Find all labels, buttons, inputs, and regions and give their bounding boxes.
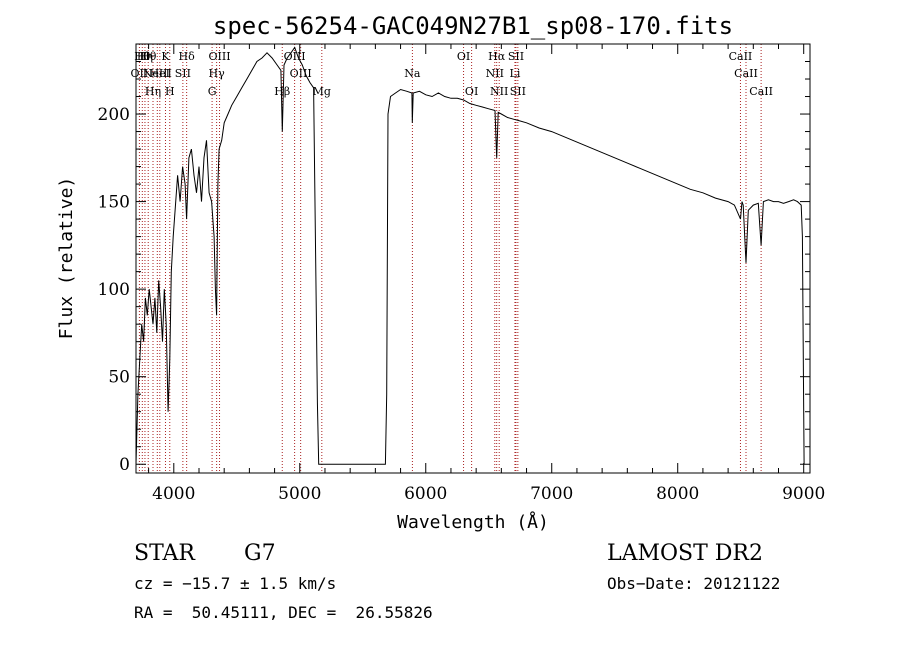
x-tick-label: 8000 — [656, 484, 699, 504]
line-marker-label: K — [161, 50, 170, 63]
spectrum-line — [135, 46, 805, 465]
line-marker-label: Na — [404, 67, 421, 80]
line-marker-label: NeIII — [143, 67, 172, 80]
line-marker-label: SII — [175, 67, 191, 80]
observation-date: Obs−Date: 20121122 — [607, 574, 781, 593]
line-marker-label: Hθ — [134, 50, 151, 63]
ra-dec: RA = 50.45111, DEC = 26.55826 — [134, 603, 433, 622]
y-axis: 0 50 100 150 200 — [98, 43, 810, 475]
survey-name: LAMOST DR2 — [607, 541, 763, 566]
line-marker-label: Hγ — [209, 67, 226, 80]
spectral-line-labels: OIIHθHηHθHηNeIIIHeIKHSIIHδGHγOIIIHβOIIIO… — [131, 50, 773, 98]
line-marker-label: Hη — [145, 85, 161, 98]
line-marker-label: H — [165, 85, 175, 98]
line-marker-label: OIII — [290, 67, 312, 80]
line-marker-label: Hδ — [179, 50, 196, 63]
x-axis-label: Wavelength (Å) — [397, 511, 549, 533]
x-axis: 4000 5000 6000 7000 8000 9000 — [148, 44, 825, 504]
line-marker-label: Hθ — [140, 50, 157, 63]
redshift-cz: cz = −15.7 ± 1.5 km/s — [134, 574, 337, 593]
y-axis-label: Flux (relative) — [56, 177, 77, 340]
y-tick-label: 150 — [98, 193, 130, 213]
x-tick-label: 9000 — [782, 484, 825, 504]
line-marker-label: OIII — [284, 50, 306, 63]
line-marker-label: OIII — [208, 50, 230, 63]
line-marker-label: Li — [510, 67, 521, 80]
line-marker-label: G — [208, 85, 217, 98]
line-marker-label: CaII — [734, 67, 758, 80]
line-marker-label: CaII — [729, 50, 753, 63]
line-marker-label: Mg — [313, 85, 331, 98]
line-marker-label: SII — [510, 85, 526, 98]
line-marker-label: NII — [486, 67, 504, 80]
line-marker-label: NII — [490, 85, 508, 98]
x-tick-label: 5000 — [278, 484, 321, 504]
line-marker-label: Hη — [137, 50, 153, 63]
y-tick-label: 50 — [108, 368, 130, 388]
line-marker-label: OI — [465, 85, 478, 98]
y-tick-label: 0 — [119, 455, 130, 475]
x-tick-label: 6000 — [404, 484, 447, 504]
chart-title: spec-56254-GAC049N27B1_sp08-170.fits — [213, 12, 733, 40]
x-tick-label: 4000 — [152, 484, 195, 504]
object-subclass: G7 — [244, 541, 276, 566]
line-marker-label: Hβ — [274, 85, 290, 98]
x-tick-label: 7000 — [530, 484, 573, 504]
object-class: STAR — [134, 541, 195, 566]
y-tick-label: 100 — [98, 280, 130, 300]
line-marker-label: OI — [457, 50, 470, 63]
line-marker-label: Hα — [488, 50, 506, 63]
spectral-line-markers — [138, 44, 762, 473]
line-marker-label: OII — [131, 67, 149, 80]
line-marker-label: CaII — [749, 85, 773, 98]
line-marker-label: SII — [508, 50, 524, 63]
plot-frame — [135, 43, 811, 474]
y-tick-label: 200 — [98, 105, 130, 125]
line-marker-label: HeI — [150, 67, 170, 80]
